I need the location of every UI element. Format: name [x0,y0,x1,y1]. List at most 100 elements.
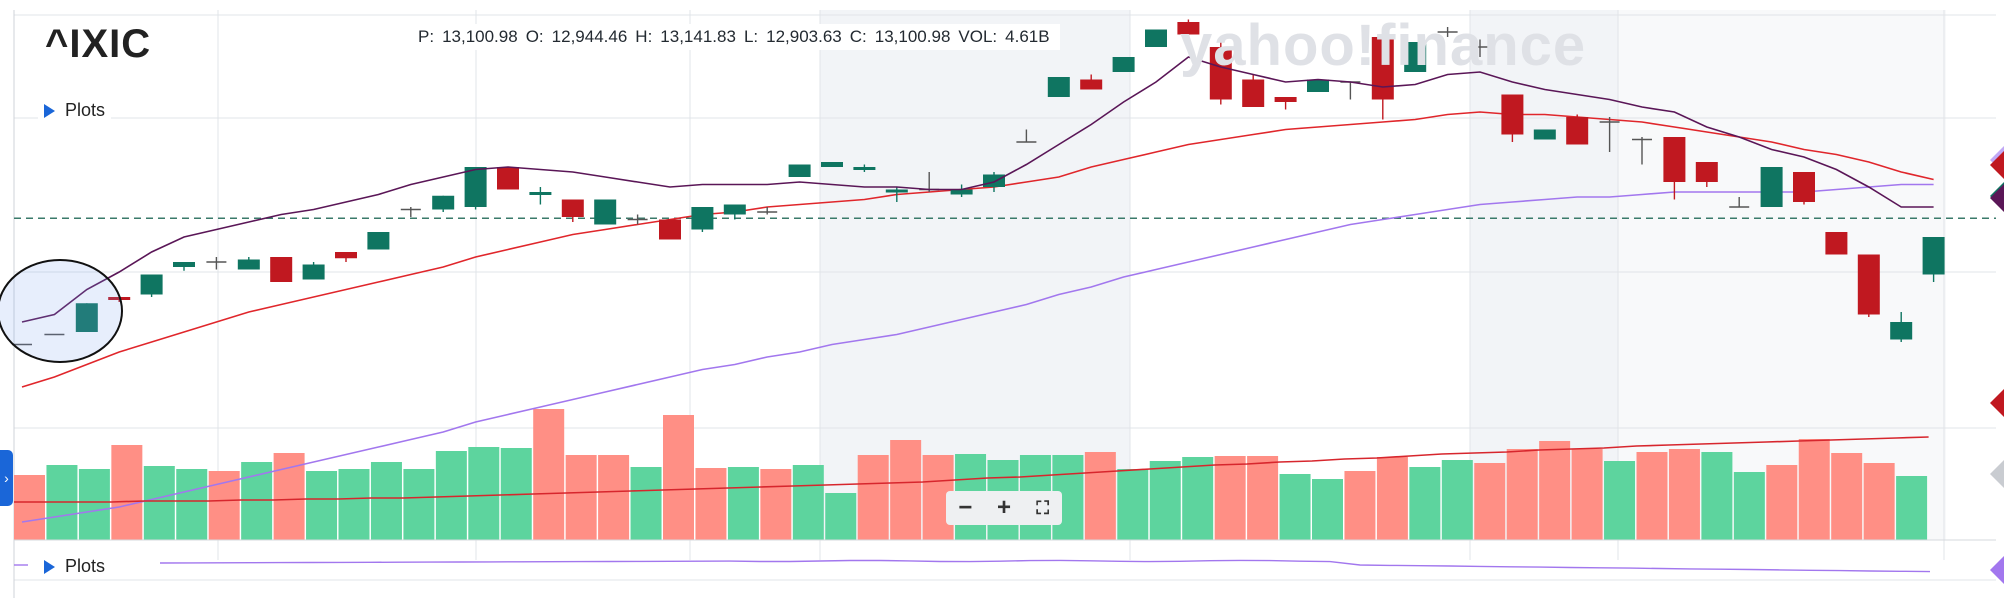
candlesticks [12,19,1945,346]
zoom-out-button[interactable]: − [958,494,973,521]
candle-body [367,232,390,250]
ma-long-line [21,183,1934,523]
volume-bar [760,469,792,540]
volume-bar [1409,467,1441,540]
volume-bar [1831,453,1863,540]
high-label: H: [635,27,653,46]
volume-bar [1214,456,1246,540]
candle-body [853,167,876,170]
volume-bar [1896,476,1928,540]
volume-bar [1636,452,1668,540]
volume-bar [1474,463,1506,540]
candle-body [1145,29,1167,47]
candle-body [432,195,455,210]
candle-body [1922,237,1945,275]
right-axis-markers [1990,146,2004,584]
volume-bar [1279,474,1311,540]
volume-bar [663,415,694,540]
volume-bar [241,462,273,540]
zoom-in-button[interactable]: + [996,494,1011,521]
plots-toggle-bottom[interactable]: Plots [38,554,112,579]
candle-body [140,274,163,295]
candle-body [885,189,908,193]
plots-toggle-top[interactable]: Plots [38,98,112,123]
candle-body [1177,22,1200,35]
candle-body [1533,129,1556,140]
candle-body [561,199,584,217]
candle-body [108,297,131,300]
volume-bar [1117,469,1149,540]
volume-marker [1990,460,2004,488]
candle-body [1890,322,1913,340]
volume-bar [825,493,857,540]
candle-body [1566,117,1589,145]
volume-bar [1376,457,1408,540]
candle-body [1760,167,1783,207]
volume-bar [1604,461,1636,540]
candle-body [983,174,1005,187]
expand-triangle-icon [44,559,55,574]
volume-bar [1733,472,1765,540]
volume-bar [1149,461,1181,540]
ticker-symbol: ^IXIC [45,22,152,66]
volume-bar [890,440,922,540]
candle-body [1695,162,1718,182]
volume-bar [306,471,338,540]
volume-bar [78,469,110,540]
volume-value: 4.61B [1005,27,1050,46]
volume-bar [14,475,45,540]
candle-body [1112,57,1135,72]
volume-bar [208,471,240,540]
candle-body [270,257,293,282]
indicator-marker [1990,556,2004,584]
volume-ma-line [14,436,1929,503]
volume-bar [565,455,597,540]
volume-bar [403,469,435,540]
session-bands [820,10,1946,540]
candle-body [788,164,811,177]
volume-bar [273,453,305,540]
candle-body [1371,37,1394,100]
close-label: C: [849,27,867,46]
expand-triangle-icon [44,103,55,118]
volume-bar [1247,456,1279,540]
volume-bar [1701,452,1733,540]
volume-bar [1506,449,1538,540]
yahoo-finance-watermark: yahoo!finance [1180,13,1587,78]
volume-bar [598,455,630,540]
volume-bar [1798,439,1830,540]
volume-bar [1312,479,1343,540]
volume-bar [143,466,175,540]
volume-bar [857,455,889,540]
ohlc-readout: P: 13,100.98 O: 12,944.46 H: 13,141.83 L… [408,24,1060,50]
volume-bar [1539,441,1571,540]
zoom-controls: − + ⛶ [946,491,1062,525]
volume-bar [111,445,143,540]
candle-body [1404,42,1427,72]
annotation-ellipse [0,259,123,363]
volume-bar [533,409,565,540]
candle-body [1080,79,1103,90]
volume-bar [1668,449,1700,540]
volume-ma-marker [1990,389,2004,417]
volume-bar [1441,460,1473,540]
volume-bar [468,447,500,540]
volume-bar [1863,463,1895,540]
indicator-line [159,559,1931,573]
candle-body [1274,97,1297,102]
candle-body [497,167,519,190]
side-panel-tab[interactable]: › [0,450,13,506]
volume-bar [1084,452,1116,540]
open-value: 12,944.46 [551,27,628,46]
plots-label: Plots [65,100,106,120]
volume-bar [176,469,208,540]
candle-body [950,189,973,195]
candle-body [723,204,746,215]
volume-bar [630,467,662,540]
fit-screen-button[interactable]: ⛶ [1036,497,1049,518]
volume-bar [1571,449,1603,540]
volume-bar [370,462,402,540]
candle-body [1501,94,1524,135]
candle-body [691,207,714,230]
